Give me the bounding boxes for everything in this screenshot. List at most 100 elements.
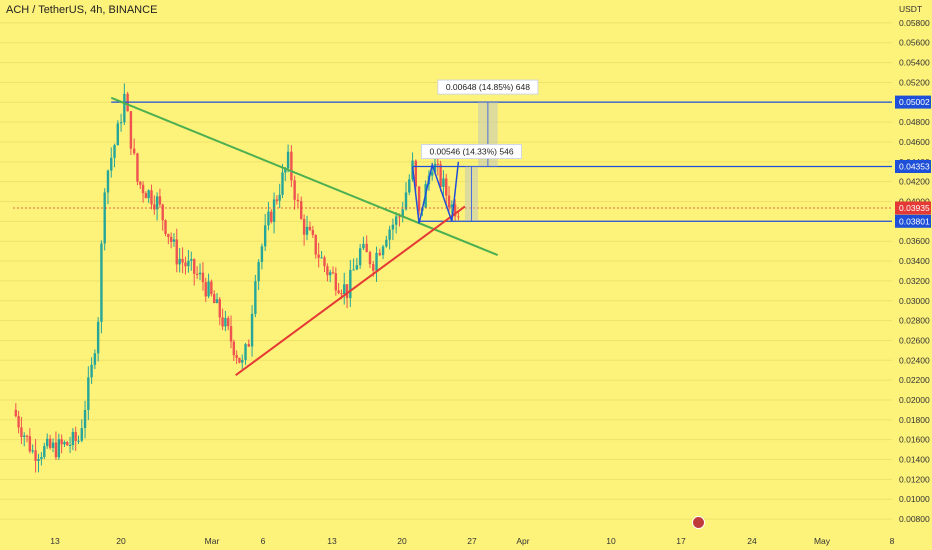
candle-body [123, 93, 126, 123]
candle-body [408, 179, 411, 193]
y-tick-label: 0.02200 [899, 375, 930, 385]
y-tick-label: 0.02000 [899, 395, 930, 405]
candle-body [232, 341, 236, 356]
candle-body [28, 436, 32, 452]
candle-body [37, 458, 40, 461]
y-tick-label: 0.01000 [899, 494, 930, 504]
candle-body [398, 216, 401, 218]
candle-body [184, 262, 187, 267]
candle-body [439, 164, 442, 187]
y-tick-label: 0.04800 [899, 117, 930, 127]
candle-body [235, 355, 238, 358]
candle-body [355, 265, 359, 270]
candle-body [66, 442, 69, 446]
candle-body [150, 190, 153, 205]
candle-body [450, 204, 454, 208]
price-tag [895, 159, 931, 173]
candle-body [113, 145, 116, 158]
candle-body [224, 318, 227, 327]
candle-body [187, 260, 190, 267]
candle-body [329, 272, 332, 276]
candle-body [436, 163, 440, 165]
measure-label-box [437, 79, 539, 95]
candle-body [404, 192, 408, 210]
candle-body [331, 272, 335, 274]
candle-body [83, 409, 87, 429]
candle-body [164, 220, 167, 235]
candle-body [290, 151, 293, 181]
candle-body [311, 229, 315, 235]
candle-body [93, 353, 97, 365]
candle-body [190, 259, 193, 261]
candle-body [96, 321, 100, 354]
candle-body [34, 450, 37, 461]
candle-body [68, 444, 72, 446]
candle-body [210, 281, 213, 295]
candle-body [358, 248, 362, 266]
candle-body [153, 204, 156, 210]
symbol-title[interactable]: ACH / TetherUS, 4h, BINANCE [6, 4, 158, 16]
candle-body [172, 239, 176, 242]
candle-body [31, 450, 34, 452]
candle-body [352, 269, 355, 271]
candle-body [431, 172, 434, 176]
candle-body [201, 272, 205, 283]
y-tick-label: 0.03400 [899, 256, 930, 266]
candle-body [215, 299, 219, 303]
candle-body [244, 344, 247, 360]
projection-path[interactable] [411, 161, 460, 224]
time-axis[interactable]: 13 20 Mar 6 13 20 27 Apr 10 17 24 May 8 [50, 536, 894, 546]
candle-body [132, 148, 136, 154]
candle-body [119, 122, 123, 124]
candle-body [175, 239, 178, 265]
y-tick-label: 0.05200 [899, 77, 930, 87]
candle-body [193, 259, 196, 274]
axis-unit-label: USDT [899, 4, 922, 14]
price-axis[interactable]: USDT0.058000.056000.054000.052000.050000… [899, 4, 930, 524]
price-tags: 0.05002 0.04353 0.03935 0.03801 [895, 95, 931, 228]
candle-body [414, 160, 418, 187]
us-flag-icon[interactable] [692, 516, 705, 529]
candle-body [394, 216, 398, 225]
candle-body [250, 313, 254, 347]
candle-body [169, 236, 173, 242]
candle-body [417, 186, 421, 211]
price-tag [895, 201, 931, 215]
x-tick-label: 8 [890, 536, 895, 546]
candle-body [167, 234, 170, 237]
candle-body [270, 211, 273, 222]
candle-body [144, 193, 148, 199]
candle-body [263, 225, 267, 247]
candle-body [207, 281, 210, 297]
candle-body [87, 377, 90, 410]
candle-body [181, 258, 184, 263]
candle-body [317, 254, 320, 258]
candle-body [272, 199, 276, 222]
candle-body [80, 428, 83, 441]
candle-body [296, 199, 300, 202]
y-tick-label: 0.00800 [899, 514, 930, 524]
candle-body [25, 435, 29, 437]
candle-body [300, 201, 303, 219]
candle-body [385, 239, 388, 247]
candle-body [391, 224, 395, 230]
y-tick-label: 0.05400 [899, 58, 930, 68]
candle-body [71, 432, 75, 445]
candle-body [278, 194, 281, 201]
candle-body [158, 196, 162, 205]
candle-body [323, 257, 326, 267]
price-tag-label: 0.03801 [899, 216, 930, 226]
x-tick-label: May [814, 536, 831, 546]
candle-body [23, 435, 26, 437]
candle-body [381, 246, 385, 256]
candle-body [447, 195, 451, 208]
candle-body [74, 432, 77, 441]
y-tick-label: 0.01200 [899, 474, 930, 484]
candle-body [221, 317, 224, 327]
candle-body [161, 204, 164, 221]
candle-body [254, 281, 257, 314]
candle-body [308, 226, 312, 230]
candle-body [314, 234, 317, 255]
support-trendline[interactable] [235, 205, 466, 376]
